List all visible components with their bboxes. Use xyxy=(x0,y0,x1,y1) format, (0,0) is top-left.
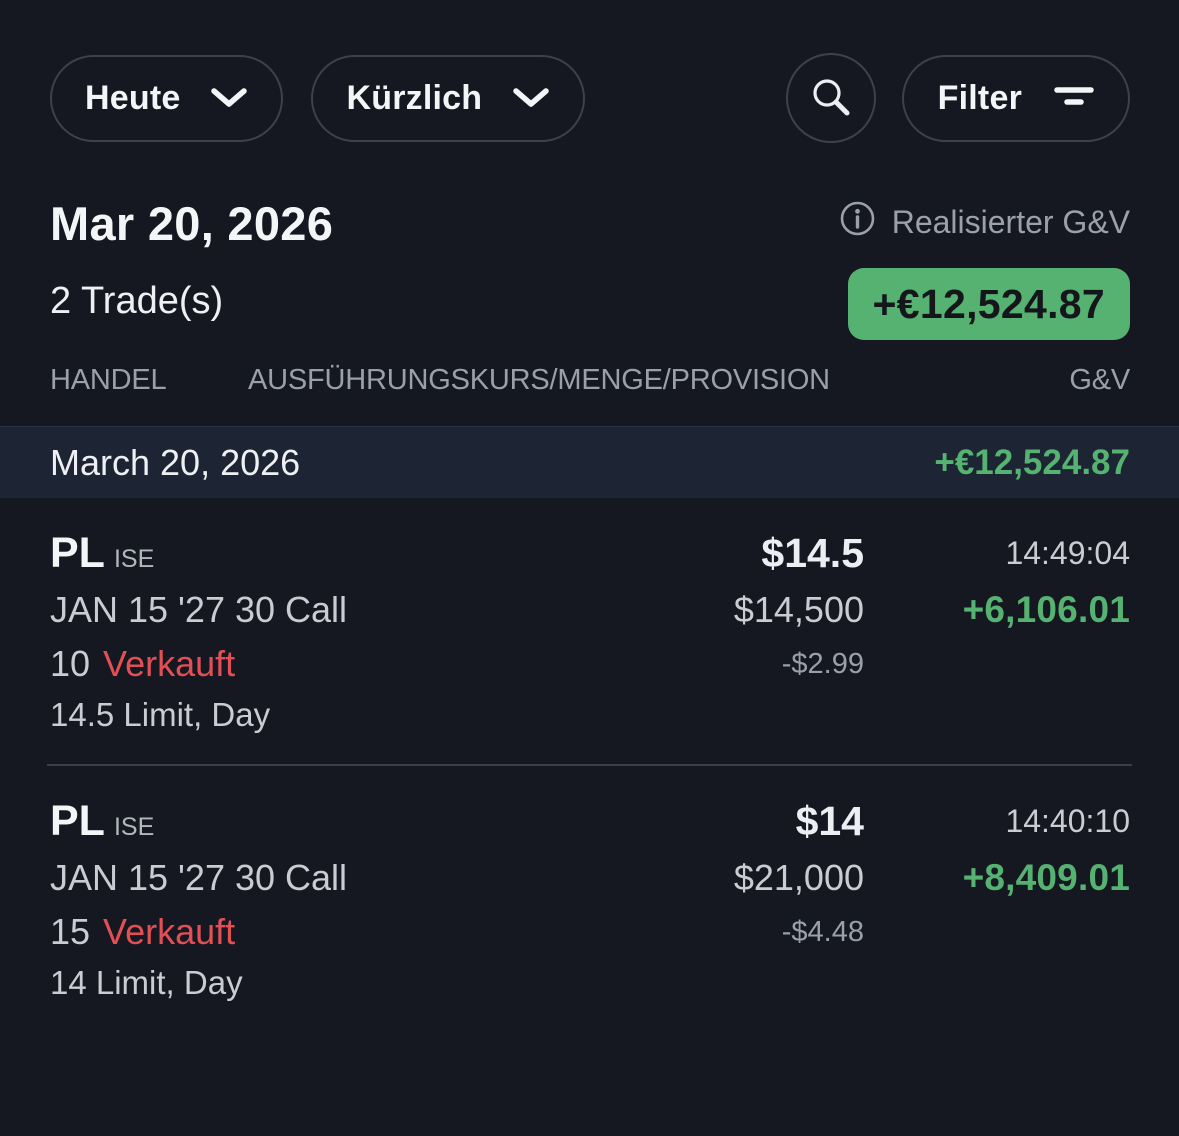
filter-button[interactable]: Filter xyxy=(901,54,1130,142)
trade-exchange: ISE xyxy=(113,545,155,573)
group-pnl: +€12,524.87 xyxy=(934,442,1130,482)
trade-order-detail: 14.5 Limit, Day xyxy=(50,696,271,733)
trade-pnl: +6,106.01 xyxy=(962,589,1130,630)
realized-pnl-label: Realisierter G&V xyxy=(891,203,1130,240)
trade-amount: $14,500 xyxy=(733,589,864,630)
filter-button-label: Filter xyxy=(937,78,1022,117)
trade-side: Verkauft xyxy=(103,911,236,952)
trade-pnl: +8,409.01 xyxy=(962,857,1130,898)
group-date: March 20, 2026 xyxy=(50,441,301,483)
summary-date: Mar 20, 2026 xyxy=(50,197,334,250)
chevron-down-icon xyxy=(512,79,550,118)
summary-section: Mar 20, 2026 2 Trade(s) Realisierter G&V… xyxy=(50,198,1130,340)
toolbar: Heute Kürzlich Filter xyxy=(50,53,1130,143)
header-ausfuehrung: AUSFÜHRUNGSKURS/MENGE/PROVISION xyxy=(248,364,830,396)
recency-filter-label: Kürzlich xyxy=(346,78,483,117)
trade-order-detail: 14 Limit, Day xyxy=(50,964,243,1001)
search-button[interactable] xyxy=(785,53,876,143)
trade-price: $14.5 xyxy=(761,529,864,576)
realized-pnl-label-row: Realisierter G&V xyxy=(839,200,1130,245)
trade-price: $14 xyxy=(795,797,864,844)
search-icon xyxy=(809,75,853,122)
trade-time: 14:49:04 xyxy=(1005,534,1130,571)
trade-contract: JAN 15 '27 30 Call xyxy=(50,589,348,630)
trade-amount: $21,000 xyxy=(733,857,864,898)
trade-commission: -$4.48 xyxy=(781,915,864,948)
table-header-row: HANDEL AUSFÜHRUNGSKURS/MENGE/PROVISION G… xyxy=(50,364,1130,396)
trade-time: 14:40:10 xyxy=(1005,802,1130,839)
trade-contract: JAN 15 '27 30 Call xyxy=(50,857,348,898)
date-filter-dropdown[interactable]: Heute xyxy=(50,54,284,142)
trade-quantity: 10 xyxy=(50,643,91,684)
header-gv: G&V xyxy=(1069,364,1130,396)
trade-row[interactable]: PL ISE JAN 15 '27 30 Call 10 Verkauft 14.5… xyxy=(0,498,1179,764)
trade-exchange: ISE xyxy=(113,813,155,841)
header-handel: HANDEL xyxy=(50,364,167,396)
trade-row[interactable]: PL ISE JAN 15 '27 30 Call 15 Verkauft 14 L… xyxy=(0,766,1179,1032)
info-icon[interactable] xyxy=(839,200,876,245)
recency-filter-dropdown[interactable]: Kürzlich xyxy=(311,54,586,142)
chevron-down-icon xyxy=(210,79,248,118)
row-divider xyxy=(47,764,1132,766)
trades-screen: Heute Kürzlich Filter Mar 20, 2026 xyxy=(0,53,1179,1136)
realized-pnl-badge: +€12,524.87 xyxy=(847,268,1130,340)
filter-icon xyxy=(1054,79,1094,118)
trade-symbol: PL xyxy=(50,529,105,577)
date-filter-label: Heute xyxy=(85,78,181,117)
trade-side: Verkauft xyxy=(103,643,236,684)
trade-commission: -$2.99 xyxy=(781,647,864,680)
trade-quantity: 15 xyxy=(50,911,91,952)
trade-symbol: PL xyxy=(50,797,105,845)
date-group-row[interactable]: March 20, 2026 +€12,524.87 xyxy=(0,426,1179,498)
trade-count: 2 Trade(s) xyxy=(50,280,224,322)
